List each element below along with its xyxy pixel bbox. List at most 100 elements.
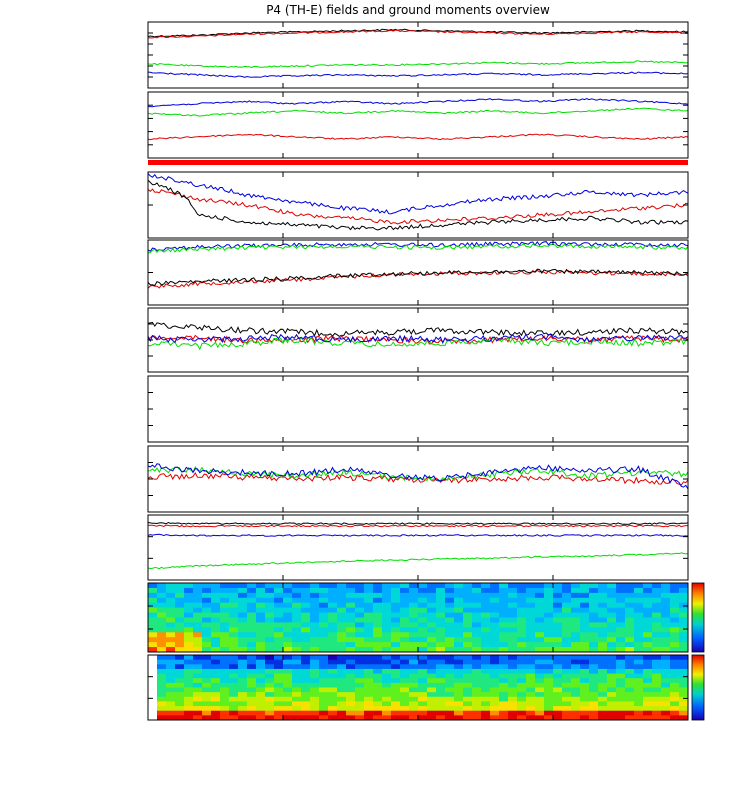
spectrogram-cell xyxy=(571,642,581,648)
spectrogram-cell xyxy=(454,678,464,684)
spectrogram-cell xyxy=(679,602,689,609)
spectrogram-cell xyxy=(355,673,365,679)
spectrogram-cell xyxy=(517,692,527,698)
spectrogram-cell xyxy=(364,706,374,712)
spectrogram-cell xyxy=(184,701,194,707)
spectrogram-cell xyxy=(535,647,545,653)
spectrogram-cell xyxy=(247,692,257,698)
spectrogram-cell xyxy=(481,673,491,679)
spectrogram-cell xyxy=(454,637,464,643)
spectrogram-cell xyxy=(634,664,644,670)
spectrogram-cell xyxy=(382,647,392,653)
spectrogram-cell xyxy=(427,602,437,609)
spectrogram-cell xyxy=(202,632,212,638)
spectrogram-cell xyxy=(472,678,482,684)
spectrogram-cell xyxy=(679,612,689,618)
spectrogram-cell xyxy=(661,617,671,623)
spectrogram-cell xyxy=(652,607,662,613)
spectrogram-cell xyxy=(454,715,464,721)
spectrogram-cell xyxy=(337,592,347,599)
spectrogram-cell xyxy=(625,659,635,665)
spectrogram-cell xyxy=(238,673,248,679)
spectrogram-cell xyxy=(193,678,203,684)
spectrogram-cell xyxy=(319,587,329,594)
spectrogram-cell xyxy=(436,668,446,674)
spectrogram-cell xyxy=(373,692,383,698)
panel-2 xyxy=(147,91,689,165)
spectrogram-cell xyxy=(454,583,464,589)
spectrogram-cell xyxy=(445,612,455,618)
series-bx-line xyxy=(147,71,689,78)
spectrogram-cell xyxy=(220,647,230,653)
spectrogram-cell xyxy=(220,612,230,618)
spectrogram-cell xyxy=(355,664,365,670)
spectrogram-cell xyxy=(238,612,248,618)
spectrogram-cell xyxy=(670,647,680,653)
spectrogram-cell xyxy=(445,587,455,594)
series-vz-line xyxy=(147,334,689,345)
spectrogram-cell xyxy=(148,701,158,707)
spectrogram-cell xyxy=(256,612,266,618)
spectrogram-cell xyxy=(175,706,185,712)
spectrogram-cell xyxy=(679,687,689,693)
spectrogram-cell xyxy=(283,706,293,712)
spectrogram-cell xyxy=(544,637,554,643)
spectrogram-cell xyxy=(391,597,401,604)
spectrogram-cell xyxy=(562,664,572,670)
spectrogram-cell xyxy=(193,597,203,604)
spectrogram-cell xyxy=(157,715,167,721)
spectrogram-cell xyxy=(679,678,689,684)
spectrogram-cell xyxy=(238,592,248,599)
spectrogram-cell xyxy=(301,655,311,661)
spectrogram-cell xyxy=(499,701,509,707)
spectrogram-cell xyxy=(553,622,563,628)
series-pt-line xyxy=(147,521,689,525)
spectrogram-cell xyxy=(166,659,176,665)
spectrogram-cell xyxy=(256,706,266,712)
spectrogram-cell xyxy=(175,592,185,599)
spectrogram-cell xyxy=(238,627,248,633)
spectrogram-cell xyxy=(454,607,464,613)
spectrogram-cell xyxy=(580,587,590,594)
spectrogram-cell xyxy=(400,715,410,721)
spectrogram-cell xyxy=(229,706,239,712)
spectrogram-cell xyxy=(373,701,383,707)
spectrogram-cell xyxy=(643,622,653,628)
spectrogram-cell xyxy=(310,637,320,643)
spectrogram-cell xyxy=(283,673,293,679)
spectrogram-cell xyxy=(472,659,482,665)
spectrogram-cell xyxy=(355,592,365,599)
spectrogram-cell xyxy=(427,682,437,688)
spectrogram-cell xyxy=(535,706,545,712)
spectrogram-cell xyxy=(616,622,626,628)
spectrogram-cell xyxy=(193,637,203,643)
spectrogram-cell xyxy=(382,664,392,670)
spectrogram-cell xyxy=(184,597,194,604)
spectrogram-cell xyxy=(346,678,356,684)
spectrogram-cell xyxy=(148,637,158,643)
spectrogram-cell xyxy=(571,632,581,638)
spectrogram-cell xyxy=(445,715,455,721)
spectrogram-cell xyxy=(193,659,203,665)
spectrogram-cell xyxy=(499,622,509,628)
spectrogram-cell xyxy=(346,587,356,594)
spectrogram-cell xyxy=(382,692,392,698)
spectrogram-cell xyxy=(400,706,410,712)
spectrogram-cell xyxy=(166,627,176,633)
spectrogram-cell xyxy=(211,602,221,609)
spectrogram-cell xyxy=(418,668,428,674)
spectrogram-cell xyxy=(418,710,428,716)
spectrogram-cell xyxy=(265,678,275,684)
spectrogram-cell xyxy=(310,655,320,661)
spectrogram-cell xyxy=(211,682,221,688)
spectrogram-cell xyxy=(148,659,158,665)
spectrogram-cell xyxy=(292,627,302,633)
spectrogram-cell xyxy=(517,655,527,661)
spectrogram-cell xyxy=(679,642,689,648)
spectrogram-cell xyxy=(679,659,689,665)
spectrogram-cell xyxy=(670,592,680,599)
spectrogram-cell xyxy=(220,587,230,594)
spectrogram-cell xyxy=(166,668,176,674)
spectrogram-cell xyxy=(643,602,653,609)
spectrogram-cell xyxy=(607,622,617,628)
